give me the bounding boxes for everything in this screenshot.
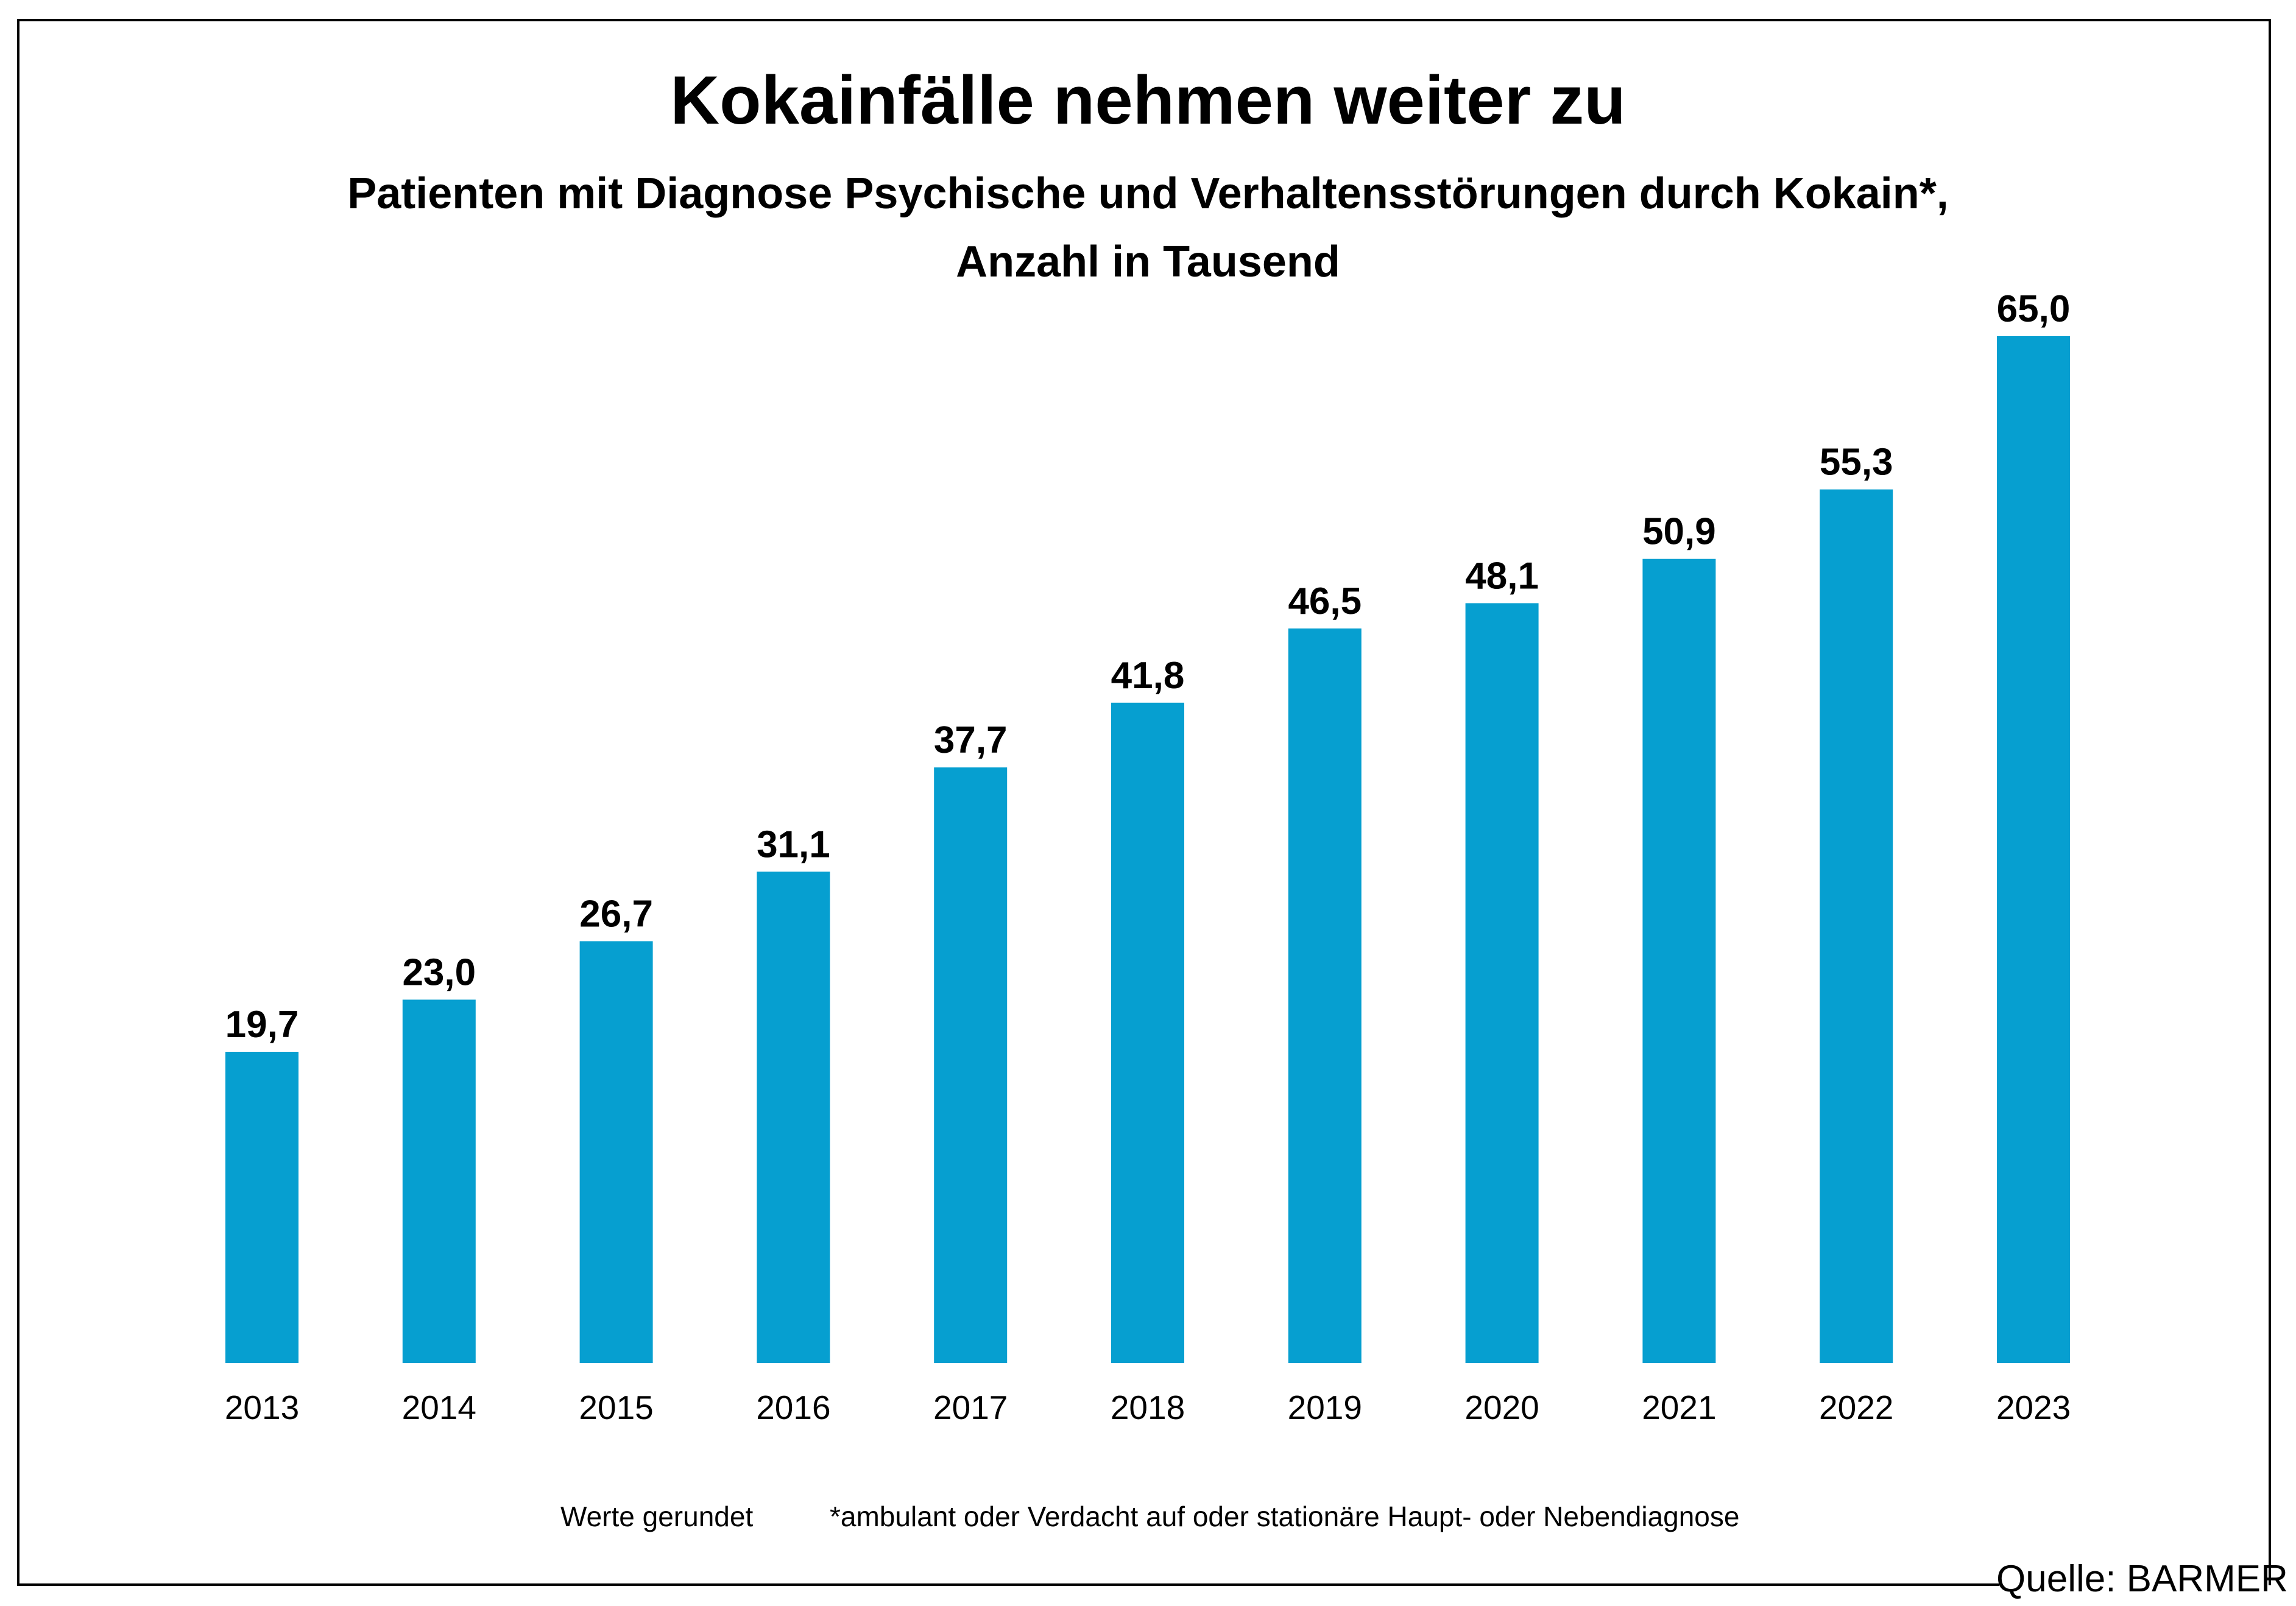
bar-2017 [934, 767, 1008, 1363]
x-tick-label-2016: 2016 [756, 1389, 830, 1426]
x-tick-label-2015: 2015 [579, 1389, 653, 1426]
bar-2020 [1465, 603, 1539, 1363]
x-tick-label-2022: 2022 [1819, 1389, 1893, 1426]
bar-2022 [1820, 489, 1893, 1363]
bar-2016 [757, 872, 830, 1363]
chart-subtitle-line-1: Patienten mit Diagnose Psychische und Ve… [347, 169, 1949, 218]
value-label-2017: 37,7 [934, 719, 1008, 761]
x-tick-label-2019: 2019 [1288, 1389, 1362, 1426]
bar-2015 [579, 941, 653, 1363]
bar-2014 [402, 999, 476, 1363]
bar-2019 [1288, 628, 1362, 1363]
x-tick-label-2018: 2018 [1111, 1389, 1185, 1426]
value-label-2023: 65,0 [1997, 288, 2071, 330]
bar-2018 [1111, 702, 1184, 1363]
x-axis-tick-labels: 2013 2014 2015 2016 2017 2018 2019 2020 2021 2022… [225, 1389, 2071, 1426]
bar-2021 [1642, 558, 1716, 1364]
bars [225, 336, 2070, 1364]
bar-2023 [1997, 336, 2070, 1363]
x-tick-label-2023: 2023 [1996, 1389, 2071, 1426]
value-labels: 19,7 23,0 26,7 31,1 37,7 41,8 46,5 48,1 50,9 55,3… [225, 288, 2071, 1046]
value-label-2020: 48,1 [1465, 555, 1539, 597]
footnote: *ambulant oder Verdacht auf oder station… [830, 1501, 1740, 1532]
x-tick-label-2020: 2020 [1464, 1389, 1539, 1426]
bar-2013 [225, 1052, 298, 1363]
value-label-2016: 31,1 [757, 823, 830, 865]
chart-title: Kokainfälle nehmen weiter zu [670, 62, 1626, 138]
x-tick-label-2017: 2017 [933, 1389, 1008, 1426]
value-label-2021: 50,9 [1642, 511, 1716, 553]
x-tick-label-2013: 2013 [225, 1389, 299, 1426]
value-label-2015: 26,7 [579, 893, 653, 935]
chart-frame [17, 19, 2271, 1585]
value-label-2018: 41,8 [1111, 655, 1185, 697]
value-label-2022: 55,3 [1820, 442, 1893, 484]
note-values-rounded: Werte gerundet [560, 1501, 754, 1532]
chart-frame-bottom-line [17, 1583, 1999, 1586]
x-tick-label-2021: 2021 [1642, 1389, 1716, 1426]
chart-subtitle-line-2: Anzahl in Tausend [956, 238, 1340, 286]
value-label-2013: 19,7 [225, 1004, 299, 1046]
chart-subtitle: Patienten mit Diagnose Psychische und Ve… [0, 160, 2296, 296]
value-label-2014: 23,0 [402, 951, 476, 993]
value-label-2019: 46,5 [1288, 580, 1362, 622]
source-credit: Quelle: BARMER [1996, 1558, 2288, 1600]
x-tick-label-2014: 2014 [402, 1389, 476, 1426]
